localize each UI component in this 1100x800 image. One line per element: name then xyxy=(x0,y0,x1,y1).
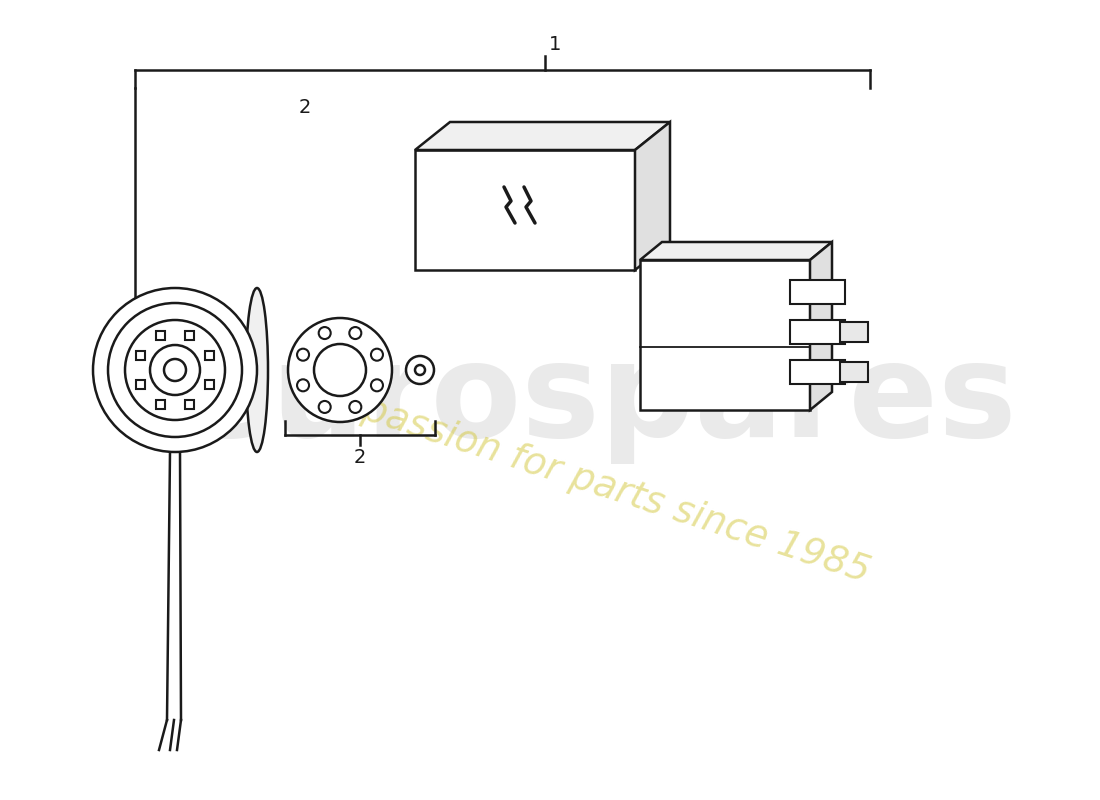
Text: 2: 2 xyxy=(354,448,366,467)
Bar xyxy=(790,320,845,344)
Circle shape xyxy=(406,356,434,384)
Circle shape xyxy=(350,401,361,413)
Circle shape xyxy=(94,288,257,452)
Bar xyxy=(185,400,194,409)
Text: eurospares: eurospares xyxy=(183,337,1018,463)
Bar xyxy=(790,280,845,304)
Bar xyxy=(205,380,213,389)
Circle shape xyxy=(371,379,383,391)
Polygon shape xyxy=(640,260,810,410)
Ellipse shape xyxy=(246,288,268,452)
Text: 2: 2 xyxy=(299,98,311,117)
Bar xyxy=(156,400,165,409)
Polygon shape xyxy=(415,122,670,150)
Circle shape xyxy=(371,349,383,361)
Circle shape xyxy=(288,318,392,422)
Circle shape xyxy=(297,349,309,361)
Bar xyxy=(136,351,145,360)
Text: a passion for parts since 1985: a passion for parts since 1985 xyxy=(326,381,874,590)
Bar xyxy=(136,380,145,389)
Bar xyxy=(840,362,868,382)
Bar xyxy=(790,360,845,384)
Polygon shape xyxy=(635,122,670,270)
Bar xyxy=(205,351,213,360)
Bar xyxy=(840,322,868,342)
Polygon shape xyxy=(640,242,832,260)
Circle shape xyxy=(319,401,331,413)
Circle shape xyxy=(314,344,366,396)
Polygon shape xyxy=(415,150,635,270)
Circle shape xyxy=(319,327,331,339)
Circle shape xyxy=(297,379,309,391)
Bar xyxy=(185,331,194,340)
Circle shape xyxy=(350,327,361,339)
Text: 1: 1 xyxy=(549,35,561,54)
Polygon shape xyxy=(810,242,832,410)
Bar xyxy=(156,331,165,340)
